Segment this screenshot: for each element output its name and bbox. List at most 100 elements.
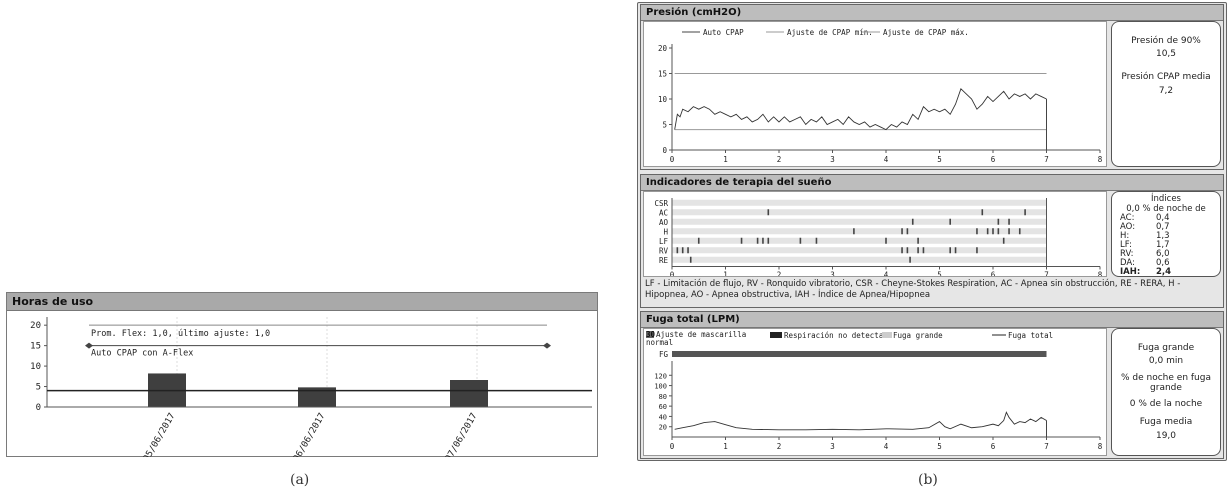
usage-ytick-label-1: 5	[36, 383, 41, 393]
leak-summary: Fuga grande 0,0 min % de noche en fuga g…	[1111, 328, 1221, 456]
caption-a: (a)	[290, 472, 310, 488]
therapy-event-rv-8	[954, 247, 957, 254]
therapy-event-lf-4	[767, 237, 770, 244]
leak-xtick-label-6: 6	[991, 442, 996, 451]
usage-bar-1	[298, 387, 336, 407]
pressure-xtick-label-5: 5	[937, 155, 942, 164]
leak-fg-band	[672, 351, 1047, 357]
therapy-event-ao-3	[1008, 218, 1010, 225]
leak-legend-total-label: Fuga total	[1008, 331, 1053, 340]
pressure-xtick-label-1: 1	[723, 155, 728, 164]
mean-leak-value: 19,0	[1155, 431, 1177, 441]
therapy-event-lf-0	[697, 237, 700, 244]
therapy-xtick-label-5: 5	[937, 271, 942, 277]
pressure-xtick-label-8: 8	[1098, 155, 1103, 164]
therapy-event-rv-1	[681, 247, 684, 254]
therapy-event-h-6	[997, 228, 1000, 235]
index-label: AC:	[1120, 213, 1135, 223]
mean-pressure-label: Presión CPAP media	[1121, 72, 1211, 82]
therapy-row-band-lf	[672, 237, 1047, 244]
pressure-panel-title: Presión (cmH2O)	[641, 5, 1223, 21]
pressure-ytick-label-0: 0	[662, 146, 667, 155]
therapy-row-band-csr	[672, 199, 1047, 206]
usage-ytick-label-2: 10	[30, 362, 41, 372]
therapy-row-label-csr: CSR	[654, 199, 668, 208]
index-value: 1,3	[1156, 231, 1170, 241]
pressure-ytick-label-4: 20	[658, 44, 668, 53]
pressure-ytick-label-3: 15	[658, 70, 667, 79]
pressure-xtick-label-2: 2	[777, 155, 782, 164]
leak-legend-value: 30	[646, 330, 656, 339]
mean-pressure-value: 7,2	[1158, 86, 1174, 96]
therapy-event-ac-2	[1024, 209, 1026, 216]
usage-flex-label: Prom. Flex: 1,0, último ajuste: 1,0	[91, 329, 270, 339]
therapy-event-rv-6	[922, 247, 925, 254]
therapy-event-h-7	[1008, 228, 1010, 235]
leak-fg-label: FG	[659, 350, 669, 359]
leak-chart-area: 30 Ajuste de mascarilla normal Respiración …	[643, 328, 1107, 456]
therapy-event-h-5	[992, 228, 994, 235]
indices-list: AC: 0,4 AO: 0,7 H: 1,3 LF: 1,7 RV: 6,0 DA: 0,6 IAH: 2…	[1120, 214, 1210, 277]
pressure-chart: Auto CPAP Ajuste de CPAP mín. Ajuste de CP…	[658, 28, 1103, 164]
therapy-row-label-lf: LF	[659, 237, 669, 246]
leak-ytick-label-2: 60	[659, 403, 667, 411]
therapy-row-band-h	[672, 228, 1047, 235]
index-label: AO:	[1120, 222, 1136, 232]
index-row: H: 1,3	[1120, 232, 1210, 241]
mean-leak-label: Fuga media	[1139, 417, 1193, 427]
pressure-xtick-label-0: 0	[670, 155, 675, 164]
usage-mode-marker-right	[543, 342, 551, 349]
index-label: H:	[1120, 231, 1130, 241]
leak-xtick-label-2: 2	[777, 442, 782, 451]
therapy-xtick-label-8: 8	[1098, 271, 1103, 277]
therapy-row-band-ac	[672, 209, 1047, 216]
therapy-xtick-label-7: 7	[1044, 271, 1049, 277]
usage-ytick-label-3: 15	[30, 342, 41, 352]
leak-xtick-label-0: 0	[670, 442, 675, 451]
usage-panel-title: Horas de uso	[7, 293, 597, 311]
therapy-summary: Índices 0,0 % de noche de AC: 0,4 AO: 0,7 H:…	[1111, 191, 1221, 277]
p90-label: Presión de 90%	[1131, 36, 1201, 46]
leak-ytick-label-1: 40	[659, 413, 667, 421]
index-row: IAH: 2,4	[1120, 268, 1210, 277]
therapy-event-ao-1	[949, 218, 951, 225]
therapy-event-rv-7	[949, 247, 951, 254]
therapy-row-band-ao	[672, 218, 1047, 225]
therapy-event-h-8	[1018, 228, 1021, 235]
therapy-event-lf-2	[756, 237, 759, 244]
leak-panel-title: Fuga total (LPM)	[641, 312, 1223, 328]
large-leak-pct-value: 0 % de la noche	[1129, 399, 1203, 409]
therapy-event-ao-2	[997, 218, 1000, 225]
pressure-chart-area: Auto CPAP Ajuste de CPAP mín. Ajuste de CP…	[643, 21, 1107, 167]
therapy-event-re-0	[689, 256, 692, 263]
therapy-event-rv-2	[687, 247, 689, 254]
therapy-event-rv-5	[917, 247, 919, 254]
therapy-xtick-label-3: 3	[830, 271, 835, 277]
therapy-panel-title: Indicadores de terapia del sueño	[641, 175, 1223, 191]
leak-series-line	[674, 411, 1047, 431]
therapy-event-ao-0	[911, 218, 914, 225]
therapy-event-ac-0	[767, 209, 770, 216]
therapy-event-h-3	[976, 228, 978, 235]
index-value: 0,6	[1156, 258, 1170, 268]
pressure-summary: Presión de 90% 10,5 Presión CPAP media 7…	[1111, 21, 1221, 167]
index-row: DA: 0,6	[1120, 259, 1210, 268]
usage-ytick-label-4: 20	[30, 321, 41, 331]
leak-legend-large-label: Fuga grande	[893, 331, 943, 340]
therapy-event-lf-8	[917, 237, 919, 244]
therapy-event-rv-3	[901, 247, 903, 254]
pressure-legend-label-0: Auto CPAP	[703, 28, 744, 37]
therapy-event-lf-9	[1002, 237, 1005, 244]
index-label: DA:	[1120, 258, 1135, 268]
leak-xtick-label-7: 7	[1044, 442, 1049, 451]
index-row: LF: 1,7	[1120, 241, 1210, 250]
leak-xtick-label-3: 3	[830, 442, 835, 451]
index-row: AO: 0,7	[1120, 223, 1210, 232]
usage-xtick-label-0: 05/06/2017	[142, 412, 178, 458]
caption-b: (b)	[918, 472, 938, 488]
therapy-event-h-1	[901, 228, 903, 235]
therapy-row-label-h: H	[663, 227, 668, 236]
leak-chart: 30 Ajuste de mascarillanormalRespiración …	[646, 330, 1103, 451]
usage-mode-label: Auto CPAP con A-Flex	[91, 349, 193, 359]
